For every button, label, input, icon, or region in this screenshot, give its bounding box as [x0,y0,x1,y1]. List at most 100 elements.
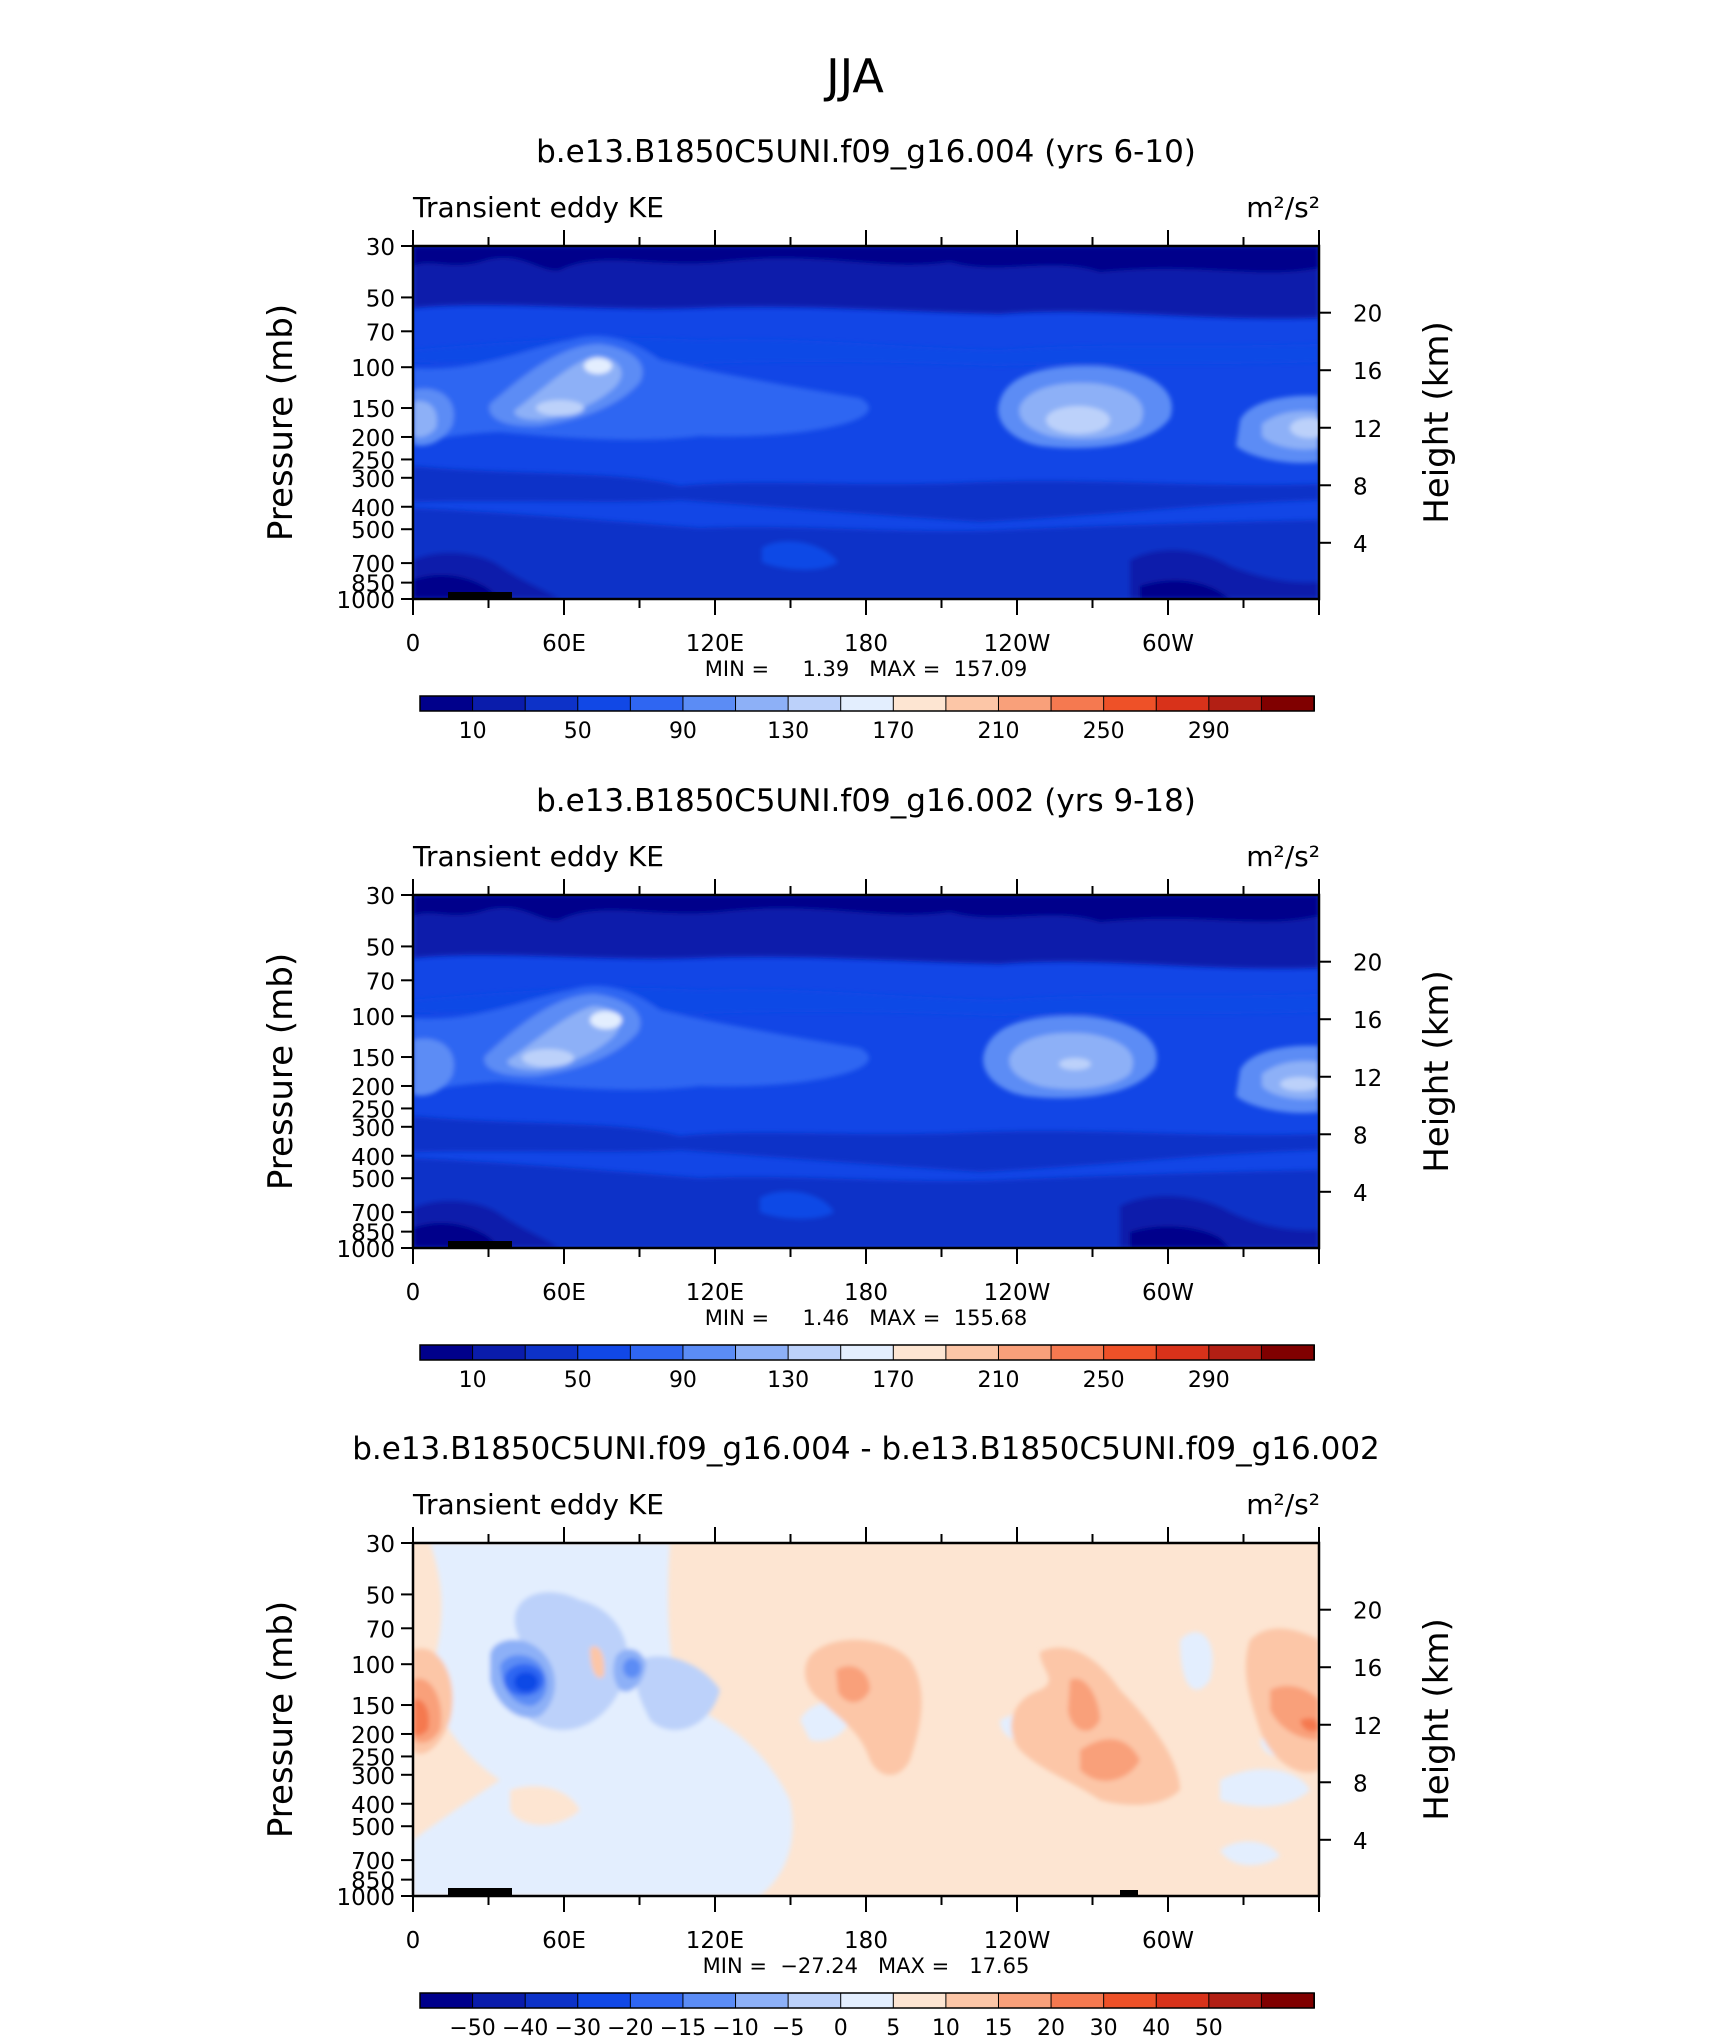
colorbar-swatch [419,1992,474,2009]
panel-3: b.e13.B1850C5UNI.f09_g16.004 - b.e13.B18… [261,1431,1457,2038]
y-tick-label: 1000 [336,1885,395,1911]
colorbar-swatch [1103,695,1158,712]
panel-1: b.e13.B1850C5UNI.f09_g16.004 (yrs 6-10) … [261,134,1457,744]
y-tick-label: 100 [351,356,395,382]
colorbar-label: 130 [767,719,809,744]
colorbar-label: −20 [607,2016,653,2038]
y-tick-label: 700 [351,552,395,578]
y-tick-label: 150 [351,1694,395,1720]
y-tick-label: 70 [366,320,395,346]
right-axis-title: Height (km) [1417,1618,1457,1821]
y-tick-label: 100 [351,1005,395,1031]
colorbar-label: 0 [834,2016,848,2038]
panel-1-stats: MIN = 1.39 MAX = 157.09 [705,657,1027,681]
panel-2-title: b.e13.B1850C5UNI.f09_g16.002 (yrs 9-18) [536,783,1196,819]
colorbar-label: 50 [564,1368,592,1393]
colorbar-swatch [892,1992,947,2009]
panel-3-stats: MIN = −27.24 MAX = 17.65 [703,1954,1030,1978]
colorbar-swatch [682,1344,737,1361]
y-tick-label: 150 [351,1046,395,1072]
height-tick-label: 20 [1353,302,1382,328]
colorbar-swatch [997,695,1053,712]
colorbar-swatch [1155,695,1210,712]
colorbar-swatch [1050,695,1105,712]
panel-2-units: m²/s² [1246,840,1320,873]
y-tick-label: 50 [366,286,395,312]
colorbar-frame [419,1992,1315,2009]
height-tick-label: 4 [1353,1181,1368,1207]
colorbar-frame [419,1344,1315,1361]
x-tick-label: 60W [1142,631,1194,657]
y-tick-label: 700 [351,1201,395,1227]
colorbar-swatch [472,1992,527,2009]
colorbar-swatch [840,1992,895,2009]
panel-3-field-label: Transient eddy KE [412,1488,664,1521]
colorbar-swatch [1050,1992,1105,2009]
x-tick-label: 120W [984,1280,1051,1306]
colorbar-swatch [419,1344,474,1361]
x-tick-label: 180 [844,1928,888,1954]
colorbar-label: 40 [1142,2016,1170,2038]
colorbar-label: 50 [564,719,592,744]
colorbar-label: 90 [669,1368,697,1393]
colorbar-swatch [787,1992,842,2009]
colorbar-swatch [419,695,474,712]
y-tick-label: 500 [351,518,395,544]
x-tick-label: 60W [1142,1928,1194,1954]
y-tick-label: 500 [351,1167,395,1193]
colorbar-swatch [1260,1992,1315,2009]
x-tick-label: 0 [406,631,421,657]
y-tick-label: 200 [351,1075,395,1101]
panel-3-title: b.e13.B1850C5UNI.f09_g16.004 - b.e13.B18… [352,1431,1380,1467]
panel-3-contour-field [413,1543,1319,1896]
y-tick-label: 500 [351,1815,395,1841]
colorbar-swatch [1208,695,1263,712]
y-tick-label: 250 [351,1745,395,1771]
colorbar-swatch [945,1344,1000,1361]
colorbar-swatch [735,1992,790,2009]
colorbar-swatch [629,1992,684,2009]
colorbar-swatch [1208,1344,1263,1361]
colorbar-swatch [682,695,737,712]
height-tick-label: 16 [1353,1656,1382,1682]
figure-title: JJA [823,49,884,103]
x-tick-label: 120W [984,631,1051,657]
y-tick-label: 850 [351,572,395,598]
y-tick-label: 200 [351,426,395,452]
colorbar-label: −50 [449,2016,495,2038]
colorbar-label: 10 [459,719,487,744]
panel-2-field-label: Transient eddy KE [412,840,664,873]
colorbar-swatch [735,1344,790,1361]
y-tick-label: 400 [351,496,395,522]
colorbar-swatch [787,695,842,712]
colorbar-label: 15 [984,2016,1012,2038]
colorbar-label: 20 [1037,2016,1065,2038]
colorbar-swatch [1208,1992,1263,2009]
colorbar-swatch [997,1992,1053,2009]
colorbar-swatch [1050,1344,1105,1361]
colorbar-swatch [577,1344,632,1361]
colorbar-label: 10 [459,1368,487,1393]
y-tick-label: 400 [351,1145,395,1171]
colorbar-swatch [997,1344,1053,1361]
colorbar-label: −15 [660,2016,706,2038]
panel-3-units: m²/s² [1246,1488,1320,1521]
y-tick-label: 850 [351,1869,395,1895]
height-tick-label: 16 [1353,1008,1382,1034]
colorbar-swatch [892,1344,947,1361]
y-tick-label: 70 [366,1617,395,1643]
panel-1-title: b.e13.B1850C5UNI.f09_g16.004 (yrs 6-10) [536,134,1196,170]
height-tick-label: 8 [1353,1123,1368,1149]
y-tick-label: 250 [351,448,395,474]
y-tick-label: 300 [351,1764,395,1790]
y-tick-label: 1000 [336,588,395,614]
colorbar-swatch [524,1344,579,1361]
colorbar-swatch [945,1992,1000,2009]
x-tick-label: 120E [686,1280,744,1306]
colorbar-label: 290 [1188,1368,1230,1393]
x-tick-label: 0 [406,1280,421,1306]
y-tick-label: 300 [351,467,395,493]
height-tick-label: 12 [1353,417,1382,443]
colorbar-label: −30 [555,2016,601,2038]
colorbar-label: 50 [1195,2016,1223,2038]
